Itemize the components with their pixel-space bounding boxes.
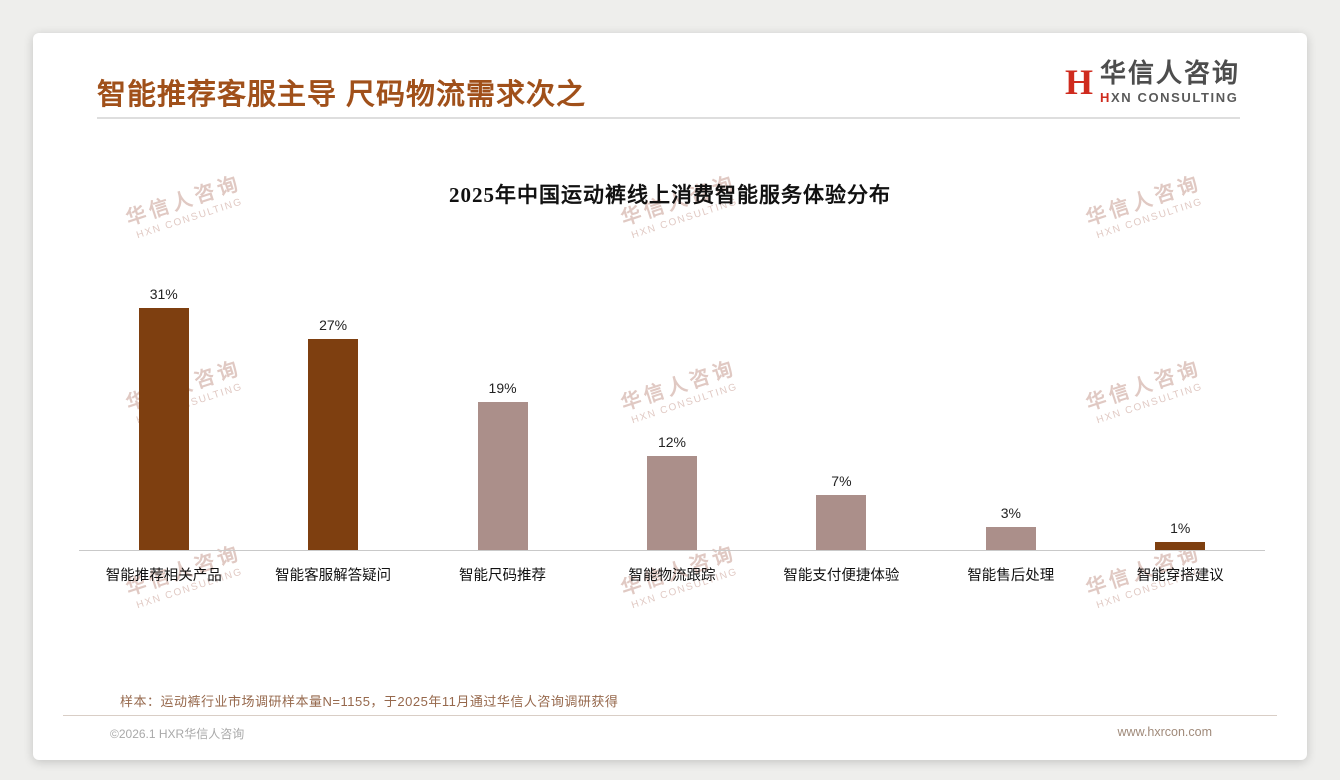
- category-label: 智能尺码推荐: [459, 568, 547, 584]
- bar: [477, 401, 528, 550]
- value-label: 12%: [657, 434, 686, 451]
- bar: [816, 495, 867, 550]
- value-label: 31%: [149, 286, 178, 303]
- logo-subtitle: HXN CONSULTING: [1099, 89, 1239, 105]
- category-label: 智能穿搭建议: [1136, 568, 1224, 584]
- category-label: 智能推荐相关产品: [105, 568, 222, 584]
- value-label: 1%: [1170, 520, 1191, 537]
- plot-area: 31% 27% 19% 12% 7% 3% 1%: [79, 273, 1265, 551]
- footer-divider: [63, 715, 1277, 716]
- bar: [138, 308, 189, 550]
- slide-card: 华信人咨询 HXN CONSULTING 华信人咨询 HXN CONSULTING 华信…: [33, 33, 1307, 760]
- category-label: 智能支付便捷体验: [783, 568, 900, 584]
- logo-icon: H: [1064, 61, 1093, 102]
- bar-column: 1%: [1096, 520, 1265, 550]
- logo-text: 华信人咨询 HXN CONSULTING: [1100, 59, 1240, 105]
- page-title: 智能推荐客服主导 尺码物流需求次之: [97, 79, 587, 111]
- bar: [1155, 542, 1206, 550]
- logo: H 华信人咨询 HXN CONSULTING: [1065, 59, 1240, 105]
- bar-column: 3%: [926, 505, 1095, 550]
- bar: [308, 339, 359, 550]
- bar-column: 27%: [248, 317, 417, 550]
- chart-title: 2025年中国运动裤线上消费智能服务体验分布: [449, 183, 891, 207]
- category-label: 智能物流跟踪: [628, 568, 716, 584]
- category-label: 智能客服解答疑问: [275, 568, 392, 584]
- bar-column: 19%: [418, 380, 587, 550]
- header-divider: [97, 117, 1240, 119]
- category-row: 智能推荐相关产品 智能客服解答疑问 智能尺码推荐 智能物流跟踪 智能支付便捷体验 智能售后…: [79, 564, 1265, 585]
- sample-note: 样本：运动裤行业市场调研样本量N=1155，于2025年11月通过华信人咨询调研…: [120, 694, 619, 709]
- website-url: www.hxrcon.com: [1117, 725, 1212, 739]
- bar: [646, 456, 697, 550]
- logo-name: 华信人咨询: [1099, 58, 1240, 88]
- bar-column: 7%: [757, 473, 926, 550]
- category-label: 智能售后处理: [967, 568, 1055, 584]
- bar-column: 31%: [79, 286, 248, 550]
- value-label: 27%: [319, 317, 348, 334]
- value-label: 3%: [1000, 504, 1021, 521]
- value-label: 7%: [831, 473, 852, 490]
- bar-column: 12%: [587, 434, 756, 550]
- copyright-text: ©2026.1 HXR华信人咨询: [110, 727, 245, 741]
- value-label: 19%: [488, 379, 517, 396]
- bar: [985, 526, 1036, 550]
